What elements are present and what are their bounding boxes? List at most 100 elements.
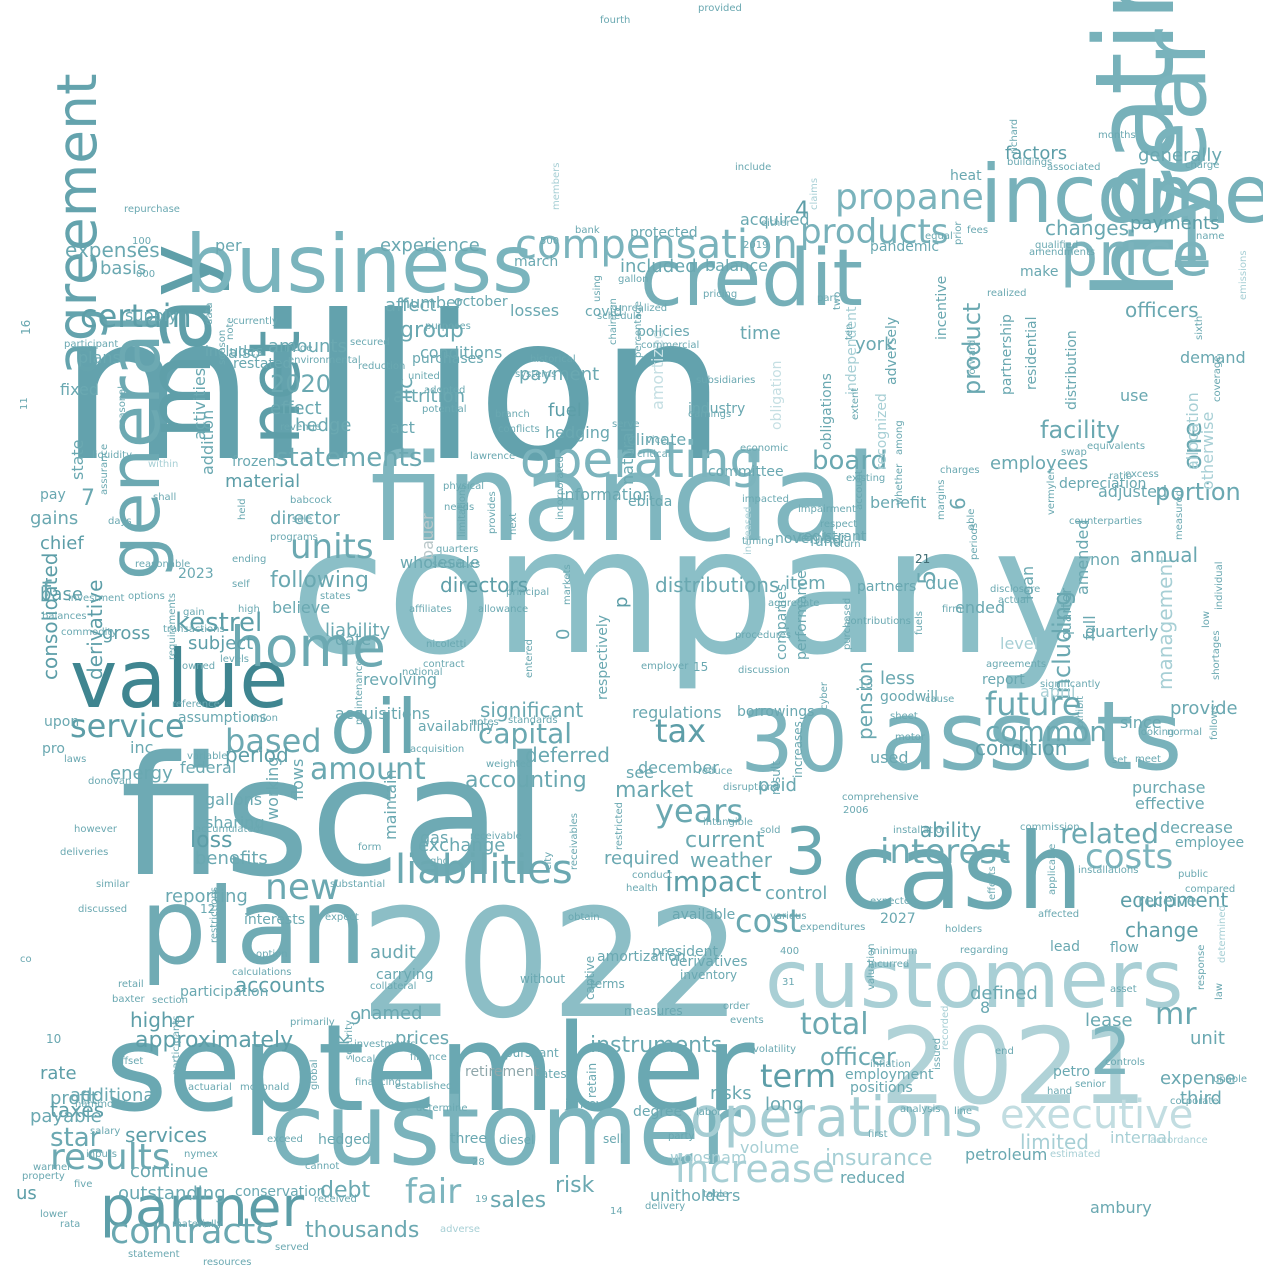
cloud-word: demand: [1180, 348, 1246, 367]
cloud-word: inputs: [86, 1149, 117, 1160]
cloud-word: following: [270, 568, 369, 593]
cloud-word: propane: [835, 177, 984, 218]
cloud-word: however: [74, 824, 117, 835]
cloud-word: emissions: [1238, 250, 1249, 300]
cloud-word: variable: [187, 751, 228, 762]
cloud-word: impairment: [798, 504, 856, 515]
cloud-word: measured: [1174, 490, 1185, 540]
cloud-word: shortages: [1211, 630, 1222, 680]
cloud-word: petro: [1053, 1064, 1091, 1080]
cloud-word: repurchase: [124, 204, 180, 215]
cloud-word: fuel: [548, 400, 582, 421]
cloud-word: note: [225, 317, 236, 340]
cloud-word: restrictions: [209, 887, 220, 943]
cloud-word: 15: [693, 660, 709, 674]
cloud-word: contracts: [110, 1212, 274, 1252]
cloud-word: recorded: [940, 1005, 951, 1050]
cloud-word: payment: [519, 364, 600, 385]
cloud-word: reasonable: [135, 559, 191, 570]
cloud-word: director: [270, 508, 340, 529]
cloud-word: ebitda: [628, 494, 673, 510]
cloud-word: named: [360, 1003, 423, 1024]
cloud-word: 2021: [880, 1006, 1148, 1128]
cloud-word: within: [148, 459, 179, 470]
cloud-word: less: [880, 668, 915, 689]
cloud-word: economic: [740, 443, 789, 454]
cloud-word: vice: [646, 435, 667, 446]
cloud-word: charges: [940, 465, 980, 476]
cloud-word: name: [1196, 231, 1225, 242]
cloud-word: markets: [562, 564, 573, 605]
cloud-word: also: [228, 343, 261, 362]
cloud-word: acquisition: [410, 744, 465, 755]
cloud-word: distribution: [1064, 330, 1080, 410]
cloud-word: portion: [1155, 478, 1241, 506]
cloud-word: hedged: [318, 1132, 371, 1148]
cloud-word: employer: [641, 661, 689, 672]
cloud-word: 2023: [178, 566, 214, 582]
cloud-word: statement: [128, 1249, 180, 1260]
cloud-word: recognized: [874, 393, 890, 470]
cloud-word: margins: [936, 479, 947, 520]
cloud-word: residential: [1024, 316, 1040, 390]
cloud-word: hand: [1047, 1086, 1073, 1097]
cloud-word: accordance: [1150, 1135, 1208, 1146]
cloud-word: fees: [967, 225, 989, 236]
cloud-word: acquisitions: [335, 704, 431, 723]
cloud-word: sixth: [1194, 315, 1205, 340]
cloud-word: quarter: [1059, 588, 1075, 640]
cloud-word: conflicts: [498, 424, 540, 435]
cloud-word: affiliates: [409, 604, 452, 615]
cloud-word: oil: [330, 683, 418, 771]
cloud-word: installations: [1078, 865, 1139, 876]
cloud-word: partner: [100, 1175, 305, 1239]
cloud-word: home: [230, 615, 386, 679]
cloud-word: law: [1214, 982, 1225, 1000]
cloud-word: lead: [1050, 939, 1080, 955]
cloud-word: 21: [915, 552, 931, 566]
cloud-word: high: [238, 604, 260, 615]
cloud-word: time: [740, 323, 781, 344]
cloud-word: partners: [857, 579, 917, 595]
cloud-word: expenses: [65, 238, 160, 262]
cloud-word: 2022: [360, 878, 742, 1052]
cloud-word: percentage: [633, 301, 644, 358]
cloud-word: nicoletti: [426, 639, 467, 650]
cloud-word: procedures: [735, 630, 791, 641]
cloud-word: partnership: [999, 314, 1015, 395]
cloud-word: 2006: [843, 805, 869, 816]
cloud-word: equivalents: [1087, 441, 1146, 452]
cloud-word: existing: [846, 473, 886, 484]
cloud-word: current: [685, 828, 765, 853]
cloud-word: sell: [603, 1132, 624, 1146]
cloud-word: business: [185, 218, 534, 311]
cloud-word: common: [985, 715, 1107, 748]
cloud-word: impacted: [742, 494, 789, 505]
cloud-word: used: [870, 748, 909, 767]
cloud-word: bauer: [418, 513, 437, 560]
cloud-word: party: [668, 1131, 695, 1142]
cloud-word: amended: [1073, 519, 1092, 595]
cloud-word: march: [514, 254, 559, 270]
cloud-word: hammond: [75, 1099, 126, 1110]
cloud-word: contract: [423, 659, 465, 670]
cloud-word: goodwill: [880, 689, 939, 705]
cloud-word: allocation: [1183, 392, 1202, 470]
cloud-word: kestrel: [175, 608, 263, 638]
cloud-word: volatility: [753, 1044, 797, 1055]
cloud-word: service: [70, 707, 185, 745]
cloud-word: adversely: [884, 316, 900, 385]
cloud-word: maintain: [381, 769, 400, 840]
cloud-word: analysis: [900, 1104, 941, 1115]
cloud-word: corporate: [1170, 1096, 1219, 1107]
cloud-word: baxter: [112, 994, 145, 1005]
cloud-word: third: [1180, 1088, 1222, 1109]
cloud-word: accounts: [235, 973, 326, 997]
cloud-word: deferred: [525, 743, 610, 767]
cloud-word: members: [551, 162, 562, 210]
cloud-word: captive: [583, 955, 597, 1000]
cloud-word: obtain: [568, 912, 600, 923]
cloud-word: 2: [1090, 1015, 1132, 1090]
cloud-word: sold: [760, 825, 781, 836]
cloud-word: delivery: [645, 1201, 686, 1212]
